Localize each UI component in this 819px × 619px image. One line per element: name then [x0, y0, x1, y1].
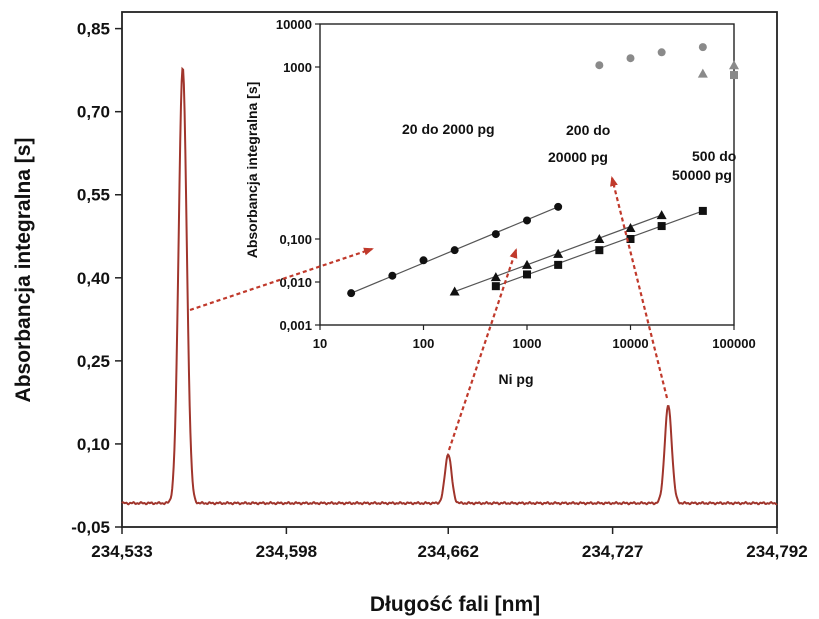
- arrow-peak2-to-series2: [447, 248, 518, 451]
- inset-point-triangle: [522, 259, 532, 269]
- inset-background: [262, 16, 770, 394]
- inset-x-tick-label: 10: [313, 336, 327, 351]
- main-x-tick-label: 234,598: [256, 542, 317, 561]
- inset-point-circle: [554, 202, 563, 211]
- series-label-500-50000-line2: 50000 pg: [672, 167, 732, 183]
- inset-point-square: [698, 206, 707, 215]
- inset-y-tick-label: 0,100: [279, 232, 312, 247]
- main-x-tick-label: 234,792: [746, 542, 807, 561]
- series-label-500-50000-line1: 500 do: [692, 148, 736, 164]
- inset-excluded-point-triangle: [729, 60, 739, 70]
- inset-point-circle: [347, 289, 356, 298]
- inset-point-triangle: [490, 272, 501, 282]
- main-y-tick-label: 0,85: [77, 20, 110, 39]
- inset-y-tick-label: 1000: [283, 60, 312, 75]
- inset-y-tick-label: 0,010: [279, 275, 312, 290]
- inset-point-triangle: [553, 248, 564, 258]
- inset-y-tick-label: 10000: [276, 17, 312, 32]
- inset-point-triangle: [625, 223, 636, 233]
- inset-point-square: [657, 222, 666, 231]
- peak-connector-arrows: [189, 176, 669, 451]
- inset-series: [347, 43, 739, 298]
- inset-point-circle: [491, 230, 500, 239]
- inset-point-circle: [450, 246, 459, 255]
- inset-excluded-point-circle: [595, 61, 604, 70]
- inset-excluded-point-circle: [626, 54, 635, 63]
- main-x-tick-label: 234,533: [91, 542, 152, 561]
- main-plot-frame: [121, 11, 778, 528]
- series-label-200-20000-line2: 20000 pg: [548, 149, 608, 165]
- inset-excluded-point-circle: [698, 43, 707, 52]
- inset-y-ticks: 0,001 0,010 0,100 1000 10000: [276, 17, 320, 333]
- inset-excluded-point-triangle: [697, 68, 708, 78]
- inset-x-axis-label: Ni pg: [499, 371, 534, 387]
- series-label-200-20000-line1: 200 do: [566, 122, 610, 138]
- inset-x-ticks: 10 100 1000 10000 100000: [313, 325, 756, 351]
- series-label-20-2000: 20 do 2000 pg: [402, 121, 495, 137]
- inset-point-triangle: [594, 234, 605, 243]
- arrow-peak1-to-series1: [189, 247, 374, 312]
- main-x-ticks: 234,533 234,598 234,662 234,727 234,792: [91, 527, 808, 561]
- inset-point-circle: [419, 256, 428, 265]
- inset-point-square: [626, 235, 635, 243]
- inset-point-square: [595, 246, 604, 255]
- main-plot: -0,050,100,250,400,550,700,85 234,533 234…: [12, 11, 808, 616]
- absorbance-spectrum-line: [121, 66, 778, 506]
- inset-y-tick-label: 0,001: [279, 318, 312, 333]
- main-x-tick-label: 234,662: [418, 542, 479, 561]
- main-y-tick-label: 0,70: [77, 103, 110, 122]
- inset-point-triangle: [449, 286, 460, 296]
- main-y-tick-label: -0,05: [71, 518, 110, 537]
- main-x-tick-label: 234,727: [582, 542, 643, 561]
- inset-y-axis-label: Absorbancja integralna [s]: [244, 82, 260, 259]
- inset-point-square: [523, 270, 531, 279]
- inset-point-square: [554, 260, 563, 269]
- main-y-axis-label: Absorbancja integralna [s]: [12, 138, 35, 403]
- inset-x-tick-label: 100000: [712, 336, 755, 351]
- inset-x-tick-label: 10000: [612, 336, 648, 351]
- inset-excluded-point-square: [730, 71, 738, 80]
- arrow-peak3-to-series3: [610, 176, 669, 399]
- inset-point-circle: [388, 271, 397, 280]
- inset-point-square: [491, 282, 500, 291]
- inset-point-circle: [523, 216, 531, 225]
- inset-x-tick-label: 1000: [513, 336, 542, 351]
- main-y-tick-label: 0,10: [77, 435, 110, 454]
- inset-x-tick-label: 100: [413, 336, 435, 351]
- main-y-tick-label: 0,40: [77, 269, 110, 288]
- main-y-ticks: -0,05 0,10 0,25 0,40 0,55 0,70 0,85: [71, 20, 122, 537]
- main-y-tick-label: 0,25: [77, 352, 110, 371]
- inset-excluded-point-circle: [657, 48, 666, 57]
- inset-point-triangle: [656, 210, 667, 220]
- main-y-tick-label: 0,55: [77, 186, 110, 205]
- main-x-axis-label: Długość fali [nm]: [370, 593, 540, 616]
